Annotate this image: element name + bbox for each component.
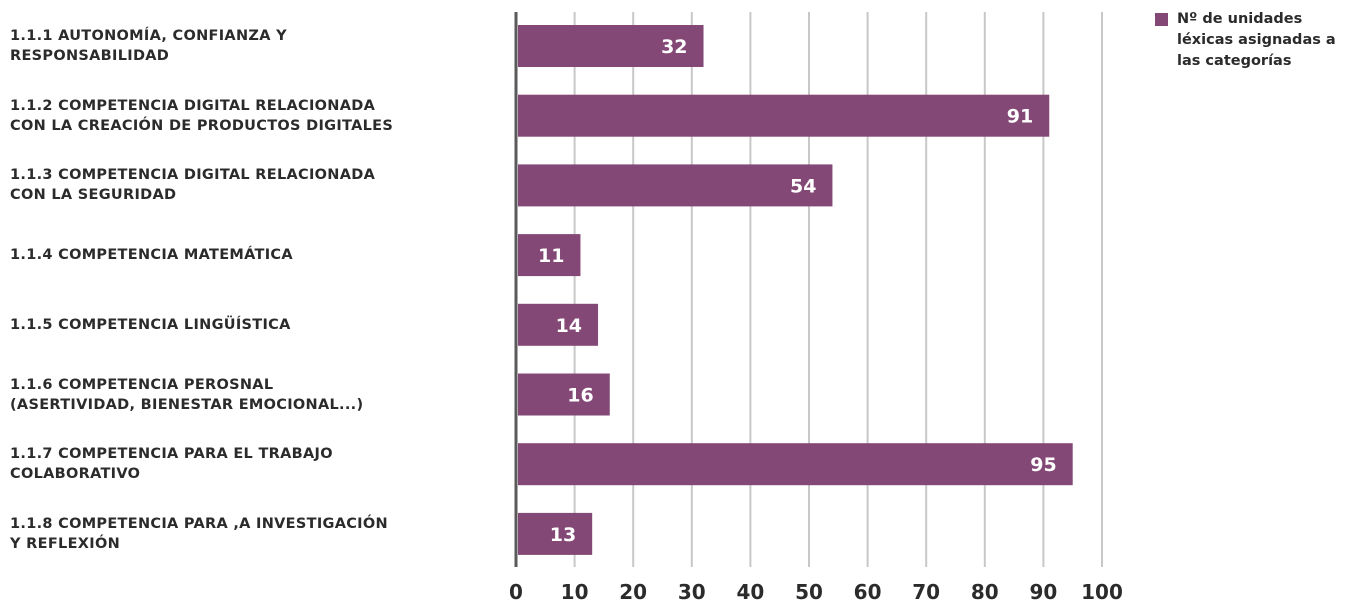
bar-value-label: 16 xyxy=(567,385,593,407)
bar xyxy=(518,512,593,555)
category-label: 1.1.5 COMPETENCIA LINGÜÍSTICA xyxy=(10,316,291,333)
bar xyxy=(518,94,1050,137)
x-tick-label: 40 xyxy=(736,580,764,604)
bar xyxy=(518,25,704,67)
x-tick-label: 90 xyxy=(1029,580,1057,604)
bar-value-label: 11 xyxy=(538,245,564,267)
category-label: 1.1.8 COMPETENCIA PARA ,A INVESTIGACIÓN … xyxy=(10,515,388,552)
x-tick-label: 0 xyxy=(509,580,523,604)
bar-value-label: 95 xyxy=(1030,454,1056,476)
x-tick-label: 70 xyxy=(912,580,940,604)
bar-value-label: 13 xyxy=(550,524,576,546)
bar-value-label: 91 xyxy=(1007,106,1033,128)
legend-label: Nº de unidades léxicas asignadas a las c… xyxy=(1177,11,1336,69)
category-label: 1.1.2 COMPETENCIA DIGITAL RELACIONADA CO… xyxy=(10,97,394,134)
legend-swatch xyxy=(1155,13,1168,26)
category-label: 1.1.1 AUTONOMÍA, CONFIANZA Y RESPONSABIL… xyxy=(10,28,287,64)
x-tick-label: 60 xyxy=(854,580,882,604)
bar-value-label: 32 xyxy=(661,36,687,58)
bar xyxy=(518,164,833,207)
category-label: 1.1.3 COMPETENCIA DIGITAL RELACIONADA CO… xyxy=(10,167,376,204)
bar xyxy=(518,234,581,277)
axis: 0 10 20 30 40 50 60 70 80 90 100 xyxy=(509,12,1123,604)
x-tick-label: 100 xyxy=(1081,580,1123,604)
bar xyxy=(518,373,610,416)
bar-value-label: 14 xyxy=(556,315,582,337)
x-tick-label: 20 xyxy=(619,580,647,604)
x-tick-label: 30 xyxy=(678,580,706,604)
bar-value-label: 54 xyxy=(790,175,816,197)
bar xyxy=(518,303,599,346)
bars: 32 91 54 11 14 16 95 13 xyxy=(518,25,1073,555)
category-label: 1.1.6 COMPETENCIA PEROSNAL (ASERTIVIDAD,… xyxy=(10,376,364,413)
x-tick-label: 50 xyxy=(795,580,823,604)
x-tick-label: 80 xyxy=(971,580,999,604)
legend: Nº de unidades léxicas asignadas a las c… xyxy=(1155,9,1345,72)
x-tick-label: 10 xyxy=(561,580,589,604)
category-label: 1.1.7 COMPETENCIA PARA EL TRABAJO COLABO… xyxy=(10,446,333,483)
bar xyxy=(518,443,1073,486)
category-label: 1.1.4 COMPETENCIA MATEMÁTICA xyxy=(10,247,293,264)
